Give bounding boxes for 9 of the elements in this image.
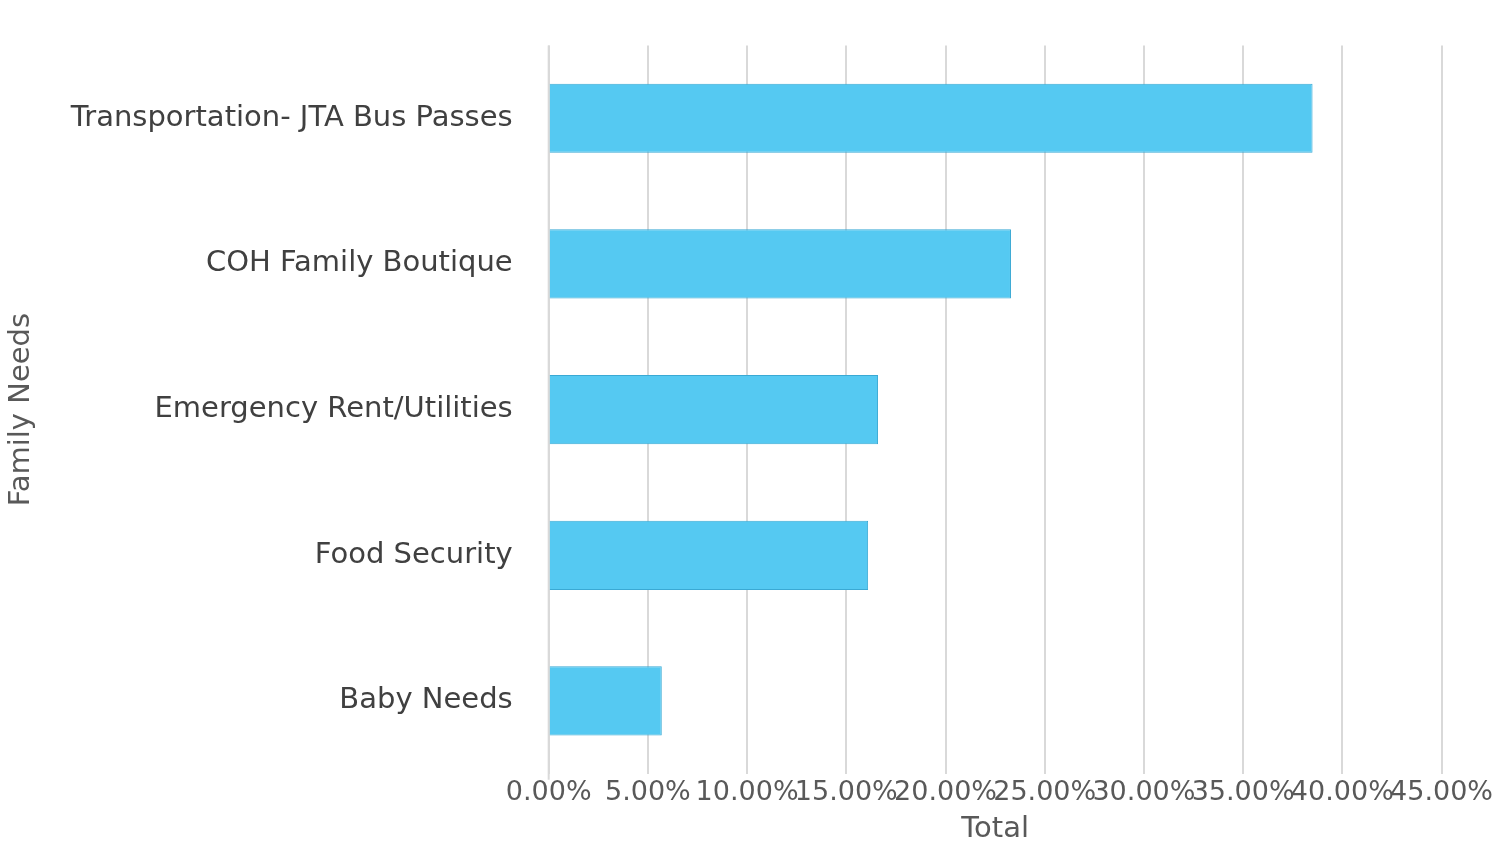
y-tick-label: Baby Needs [339, 681, 513, 716]
y-axis-title: Family Needs [1, 312, 36, 507]
x-tick-label: 0.00% [505, 775, 592, 807]
y-tick-label: Emergency Rent/Utilities [154, 390, 513, 425]
x-tick-label: 5.00% [605, 775, 691, 807]
y-tick-label: Food Security [314, 535, 513, 570]
y-tick-label: COH Family Boutique [205, 244, 513, 279]
x-axis-title: Total [960, 810, 1029, 845]
y-tick-label: Transportation- JTA Bus Passes [69, 98, 513, 133]
